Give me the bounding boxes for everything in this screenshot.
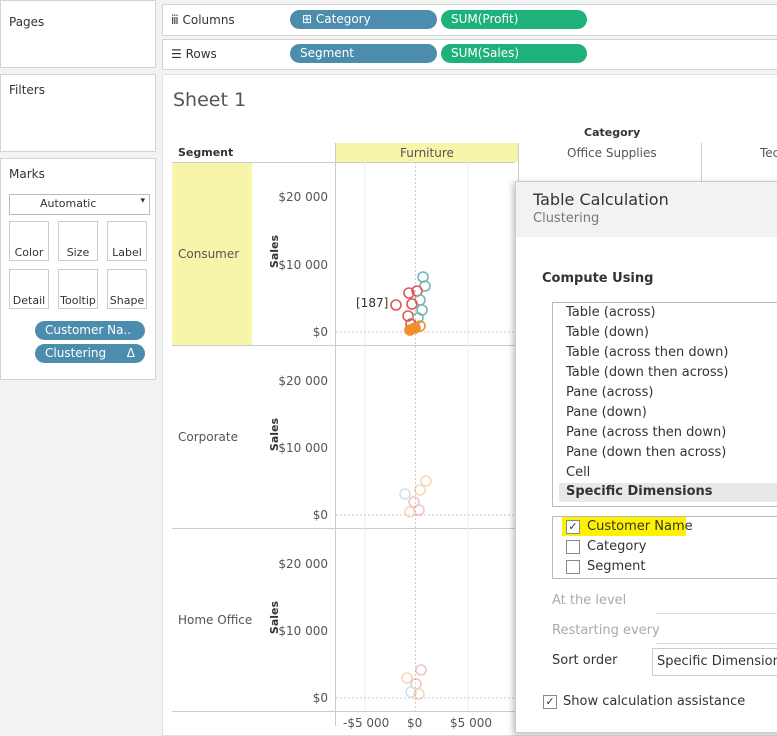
grid [172,143,702,726]
delta: Δ [126,346,135,360]
option[interactable]: Table (across) [566,305,656,320]
label: Rows [185,47,217,61]
pill[interactable]: Customer Na.. [35,321,145,340]
option-list [552,302,777,507]
option[interactable]: Table (down) [566,325,649,340]
option[interactable]: Table (down then across) [566,365,729,380]
option[interactable]: Specific Dimensions [566,484,713,499]
header: Segment [178,146,234,159]
annotation: [187] [356,296,389,310]
field [656,643,777,644]
tick: $20 000 [278,374,328,388]
mark-button[interactable]: Shape [107,269,147,309]
dialog-subtitle: Clustering [533,211,600,226]
category: Office Supplies [567,146,657,160]
tick: $0 [312,508,328,522]
highlight [562,517,686,536]
marks [390,271,432,700]
checkbox[interactable]: ✓ [566,520,580,534]
tick: $10 000 [278,258,328,272]
sheet-title: Sheet 1 [173,89,247,111]
selection [559,483,777,502]
dimension[interactable]: Segment [587,559,646,574]
category: Tec [760,146,777,160]
sort-dropdown[interactable]: Specific Dimensions [652,648,777,676]
tick: $0 [312,325,328,339]
dimension-list [552,516,777,579]
dialog-title: Table Calculation [533,190,669,209]
field [656,613,777,614]
mark-button[interactable]: Color [9,221,49,261]
category: Furniture [400,146,454,160]
tick: $20 000 [278,190,328,204]
arrow: ▾ [140,196,145,206]
columns-shelf: ⅲ Columns [162,4,777,36]
label: ⅲ Columns [171,13,235,27]
checkbox[interactable]: ✓ [543,695,557,709]
mark-button[interactable]: Size [58,221,98,261]
option[interactable]: Pane (down then across) [566,445,727,460]
mark-button[interactable]: Label [107,221,147,261]
tick: $0 [407,716,423,730]
segment: Corporate [178,430,238,444]
option[interactable]: Cell [566,465,591,480]
pill[interactable]: SUM(Profit) [441,10,587,29]
dimension[interactable]: Customer Name [587,519,693,534]
pill[interactable]: Segment [290,44,437,63]
pill[interactable]: SUM(Sales) [441,44,587,63]
tick: -$5 000 [343,716,390,730]
checkbox[interactable] [566,540,580,554]
label: Filters [9,83,45,97]
label: Columns [182,13,235,27]
filters-card: Filters [0,74,156,152]
label[interactable]: Show calculation assistance [563,694,746,709]
mark-dropdown[interactable]: Automatic ▾ [9,194,150,215]
label: Specific Dimensions [657,654,777,669]
row-highlight [172,162,252,345]
tick: $5 000 [450,716,492,730]
label: At the level [552,593,627,608]
pages-card: Pages [0,0,156,68]
label: Category [315,12,371,26]
option[interactable]: Table (across then down) [566,345,729,360]
label: ☰ Rows [171,47,217,61]
tick: $0 [312,691,328,705]
tick: $10 000 [278,624,328,638]
label: Automatic [40,197,97,210]
option[interactable]: Pane (across) [566,385,654,400]
label: Marks [9,167,45,181]
header-cell [335,143,518,162]
tick: $10 000 [278,441,328,455]
option[interactable]: Pane (down) [566,405,647,420]
mark-button[interactable]: Tooltip [58,269,98,309]
label: Restarting every [552,623,660,638]
checkbox[interactable] [566,560,580,574]
option[interactable]: Pane (across then down) [566,425,727,440]
dialog-header [516,182,777,237]
marks-card: Marks Automatic ▾ Color Size Label Detail… [0,158,156,380]
header: Category [584,126,641,139]
segment: Home Office [178,613,253,627]
dimension[interactable]: Category [587,539,647,554]
mark-button[interactable]: Detail [9,269,49,309]
label: Pages [9,15,45,29]
pill[interactable]: ⊞ Category [290,10,437,29]
section: Compute Using [542,271,654,286]
label: Sort order [552,653,618,668]
segment: Consumer [178,247,240,261]
label: Clustering [45,346,107,360]
pill[interactable]: Clustering Δ [35,344,145,363]
tick: $20 000 [278,557,328,571]
